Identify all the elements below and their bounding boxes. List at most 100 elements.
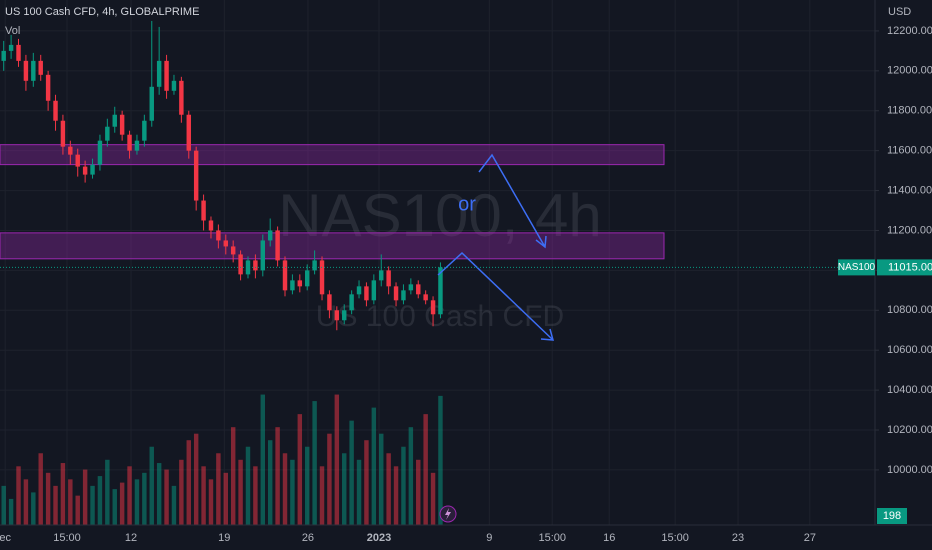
volume-bar (53, 485, 58, 525)
candle-body (90, 164, 95, 175)
volume-bar (342, 453, 347, 525)
volume-bar (304, 446, 310, 525)
x-tick-label: 15:00 (538, 532, 566, 544)
volume-bar (38, 453, 43, 525)
y-axis-label: USD (888, 6, 911, 18)
volume-bar (386, 453, 391, 525)
volume-badge (877, 508, 907, 524)
volume-bar (401, 446, 406, 525)
volume-bar (216, 453, 221, 525)
price-label: 11015.00 (888, 261, 932, 273)
candle-body (334, 310, 340, 321)
candle-body (208, 220, 214, 231)
volume-bar (438, 395, 443, 525)
x-tick-label: ec (0, 532, 11, 544)
candle-body (1, 50, 6, 61)
volume-bar (68, 479, 73, 525)
y-tick-label: 10400.00 (887, 384, 932, 396)
volume-bar (45, 472, 51, 525)
x-tick-label: 12 (125, 532, 137, 544)
candle-body (245, 260, 251, 275)
candle-body (149, 86, 154, 121)
volume-bar (97, 476, 103, 525)
volume-bar (327, 433, 332, 525)
y-tick-label: 10800.00 (887, 304, 932, 316)
candle-body (60, 120, 66, 147)
candle-body (134, 140, 140, 151)
candle-body (201, 200, 206, 221)
x-tick-label: 16 (603, 532, 615, 544)
volume-bar (193, 433, 199, 525)
volume-bar (408, 427, 414, 525)
volume-bar (230, 427, 236, 525)
candle-body (179, 80, 184, 115)
volume-bar (156, 463, 162, 525)
y-tick-label: 11800.00 (887, 105, 932, 117)
volume-bar (275, 427, 280, 525)
volume-bar (379, 433, 384, 525)
volume-bar (16, 466, 21, 525)
candle-body (38, 60, 43, 75)
candle-body (364, 286, 369, 301)
x-tick-label: 27 (804, 532, 816, 544)
volume-bar (334, 394, 340, 525)
candle-body (8, 44, 14, 51)
volume-bar (253, 466, 258, 525)
volume-bar (290, 459, 295, 525)
candle-body (327, 294, 332, 311)
volume-bar (134, 479, 140, 525)
candle-body (171, 80, 177, 91)
candle-body (186, 114, 191, 151)
y-tick-label: 10200.00 (887, 424, 932, 436)
alert-icon-bolt (445, 508, 451, 520)
volume-bar (282, 453, 288, 525)
volume-bar (416, 459, 421, 525)
candle-body (290, 280, 295, 291)
candle-body (112, 114, 117, 127)
candle-body (68, 146, 73, 155)
candle-body (31, 60, 36, 81)
candle-body (142, 120, 147, 141)
volume-bar (8, 498, 14, 525)
volume-bar (105, 459, 110, 525)
candle-body (379, 270, 384, 281)
volume-bar (60, 463, 66, 525)
volume-bar (142, 472, 147, 525)
volume-bar (297, 414, 303, 525)
volume-bar (201, 466, 206, 525)
volume-bar (23, 479, 29, 525)
candle-body (401, 290, 406, 301)
volume-bar (364, 440, 369, 525)
x-tick-label: 26 (302, 532, 314, 544)
candle-body (393, 286, 399, 301)
candle-body (223, 240, 229, 247)
volume-bar (267, 440, 273, 525)
candle-body (53, 100, 58, 121)
volume-bar (112, 489, 117, 525)
arrows (437, 153, 555, 341)
y-tick-label: 10000.00 (887, 464, 932, 476)
candle-body (430, 300, 436, 315)
volume-bar (75, 495, 80, 525)
y-tick-label: 11200.00 (887, 224, 932, 236)
candle-body (156, 60, 162, 87)
chart-title: US 100 Cash CFD, 4h, GLOBALPRIME (5, 6, 199, 18)
volume-value-label: 198 (883, 510, 901, 522)
candle-body (75, 154, 80, 167)
candle-body (356, 286, 362, 295)
symbol-badge (838, 259, 875, 276)
candle-body (97, 140, 103, 165)
candle-body (230, 246, 236, 255)
x-tick-label: 19 (218, 532, 230, 544)
candle-body (260, 240, 266, 271)
x-tick-label: 23 (732, 532, 744, 544)
candle-body (164, 60, 169, 91)
plot (0, 20, 665, 525)
volume-bar (312, 401, 317, 525)
candle-body (438, 267, 443, 315)
candle-body (312, 260, 317, 271)
volume-bar (245, 446, 251, 525)
